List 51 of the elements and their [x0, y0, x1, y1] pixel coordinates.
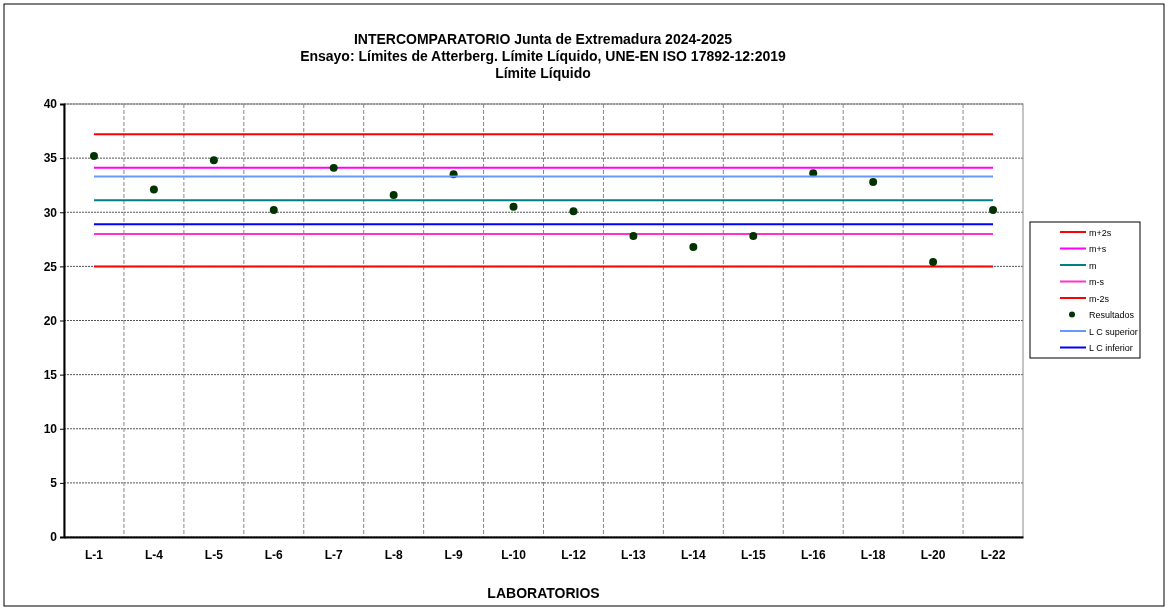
- point: [389, 190, 398, 199]
- point: [929, 258, 938, 267]
- x-tick-label: L-6: [264, 548, 284, 563]
- x-tick-label: L-10: [501, 548, 527, 563]
- point: [809, 169, 818, 178]
- x-tick-label: L-22: [980, 548, 1006, 563]
- point: [749, 232, 758, 241]
- x-tick-label: L-4: [144, 548, 164, 563]
- x-tick-label: L-14: [681, 548, 706, 563]
- y-tick-label: 30: [43, 205, 58, 220]
- x-tick-label: L-7: [324, 548, 344, 563]
- legend-label: m: [1089, 260, 1097, 271]
- y-tick-label: 0: [50, 530, 58, 545]
- point: [329, 163, 338, 172]
- point: [209, 156, 218, 165]
- y-tick-label: 20: [43, 313, 58, 328]
- point: [629, 232, 638, 241]
- point: [569, 207, 578, 216]
- point: [869, 177, 878, 186]
- x-tick-label: L-8: [384, 548, 403, 563]
- x-axis-title: LABORATORIOS: [487, 585, 600, 601]
- x-tick-label: L-12: [561, 548, 587, 563]
- chart-subtitle: Límite Líquido: [495, 65, 591, 81]
- legend-label: m-s: [1089, 277, 1105, 287]
- legend-label: L C inferior: [1089, 343, 1133, 353]
- point: [149, 185, 158, 194]
- chart-title: INTERCOMPARATORIO Junta de Extremadura 2024-2025 Ensayo: Límites de Atterberg. Límite Líquido, UNE-EN ISO 17892-12:2019: [300, 31, 787, 64]
- legend-label: m+2s: [1089, 227, 1112, 238]
- point: [89, 151, 98, 160]
- x-tick-label: L-1: [84, 548, 104, 563]
- point: [269, 206, 278, 215]
- point: [689, 242, 698, 251]
- y-tick-label: 35: [43, 151, 58, 166]
- x-tick-label: L-20: [920, 548, 946, 563]
- x-tick-label: L-15: [740, 548, 766, 563]
- point: [989, 206, 998, 215]
- y-tick-label: 25: [43, 259, 58, 274]
- point: [509, 202, 518, 211]
- y-tick-label: 40: [43, 97, 58, 112]
- legend-label: m+s: [1089, 244, 1107, 254]
- y-tick-label: 5: [50, 476, 58, 491]
- legend-label: Resultados: [1089, 310, 1135, 320]
- x-tick-label: L-5: [204, 548, 224, 563]
- x-tick-label: L-16: [800, 548, 826, 563]
- x-tick-label: L-9: [444, 548, 463, 563]
- x-tick-label: L-18: [860, 548, 886, 563]
- legend-label: m-2s: [1089, 293, 1110, 304]
- x-tick-label: L-13: [621, 548, 647, 563]
- y-tick-label: 15: [43, 367, 58, 382]
- legend-label: L C superior: [1089, 326, 1138, 337]
- y-tick-label: 10: [43, 422, 58, 437]
